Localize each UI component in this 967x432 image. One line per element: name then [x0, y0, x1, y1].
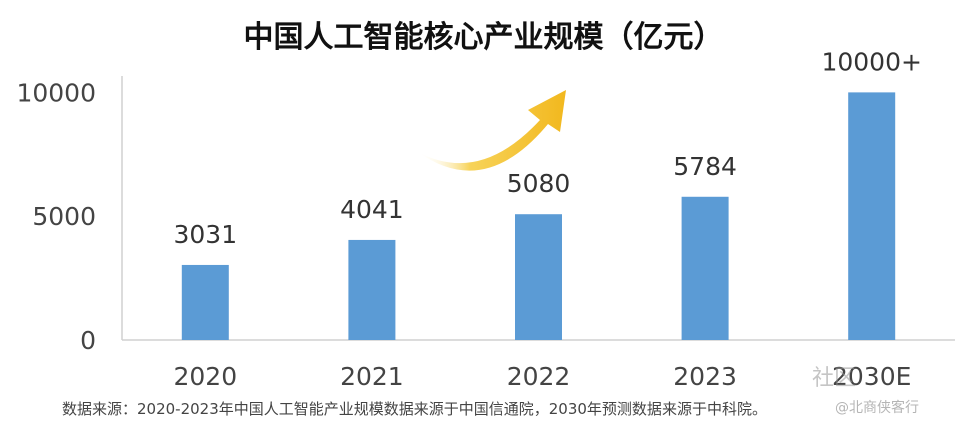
- chart-title: 中国人工智能核心产业规模（亿元）: [243, 20, 724, 55]
- bar-2030E: [848, 92, 896, 340]
- x-tick-label: 2030E: [832, 362, 911, 391]
- bar-2022: [515, 214, 562, 340]
- growth-arrow-icon: [418, 90, 566, 171]
- bar-2023: [681, 196, 729, 340]
- x-tick-label: 2020: [173, 362, 237, 391]
- watermark-sub: @北商侠客行: [835, 400, 919, 416]
- data-label: 5080: [507, 169, 571, 198]
- y-tick-label: 5000: [32, 202, 96, 231]
- watermark: 社区: [812, 366, 857, 391]
- x-tick-label: 2023: [673, 362, 737, 391]
- data-label: 10000+: [821, 47, 921, 76]
- data-label: 4041: [340, 195, 404, 224]
- bar-2021: [348, 239, 396, 340]
- x-tick-label: 2022: [507, 362, 571, 391]
- y-tick-label: 10000: [16, 78, 96, 107]
- data-label: 5784: [673, 152, 737, 181]
- y-tick-label: 0: [80, 326, 96, 355]
- bar-2020: [181, 264, 229, 340]
- source-note: 数据来源：2020-2023年中国人工智能产业规模数据来源于中国信通院，2030…: [62, 400, 767, 418]
- x-tick-label: 2021: [340, 362, 404, 391]
- data-label: 3031: [173, 220, 237, 249]
